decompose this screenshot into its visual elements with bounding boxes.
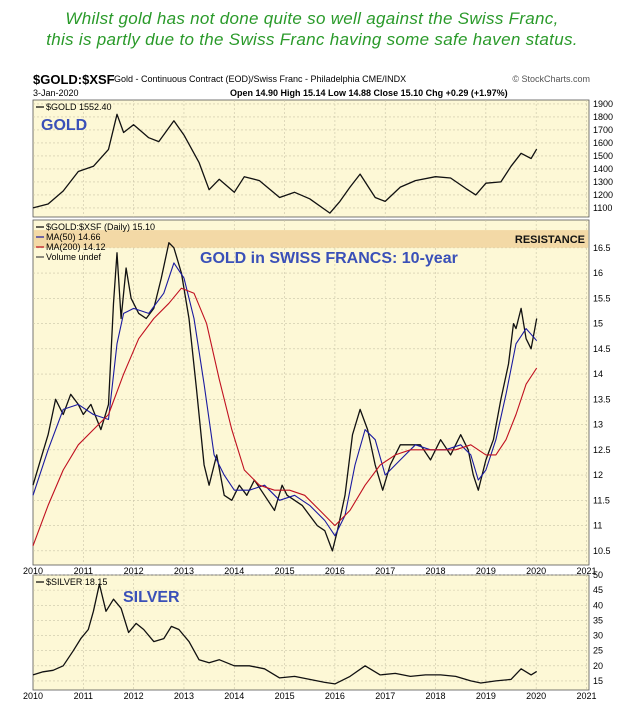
gold-chf-panel-y-tick-label: 12.5 [593,445,611,455]
series-line--gold-xsf [32,242,538,552]
silver-panel-background [32,574,590,691]
silver-panel-x-tick-label: 2016 [325,691,345,701]
gold-chf-panel-y-tick-label: 10.5 [593,546,611,556]
gold-chf-panel-legend-entry: MA(200) 14.12 [46,242,106,252]
gold-chf-panel-legend-entry: $GOLD:$XSF (Daily) 15.10 [46,222,155,232]
silver-panel-y-tick-label: 35 [593,615,603,625]
silver-panel-y-tick-label: 30 [593,631,603,641]
gold-chf-panel-y-tick-label: 13.5 [593,394,611,404]
gold-panel-background [32,99,590,218]
chart-description: Gold - Continuous Contract (EOD)/Swiss F… [114,74,407,84]
gold-chf-panel-x-tick-label: 2016 [325,566,345,576]
stockcharts-credit: © StockCharts.com [512,74,590,84]
gold-chf-panel-x-tick-label: 2018 [426,566,446,576]
gold-panel-y-tick-label: 1400 [593,164,613,174]
headline-line-1: Whilst gold has not done quite so well a… [65,9,559,28]
series-line--gold [32,113,538,214]
gold-chf-panel-y-tick-label: 14.5 [593,344,611,354]
gold-chf-panel-x-tick-label: 2019 [476,566,496,576]
silver-panel-x-tick-label: 2021 [576,691,596,701]
headline-line-2: this is partly due to the Swiss Franc ha… [46,30,578,49]
gold-panel-y-tick-label: 1500 [593,151,613,161]
gold-panel-y-tick-label: 1300 [593,177,613,187]
gold-chf-panel-y-tick-label: 11.5 [593,495,610,505]
gold-chf-panel-y-tick-label: 12 [593,470,603,480]
silver-panel-y-tick-label: 40 [593,600,603,610]
gold-chf-panel-y-tick-label: 16 [593,268,603,278]
gold-panel-legend-entry: $GOLD 1552.40 [46,102,112,112]
series-line-ma-200- [32,287,538,546]
quote-line: Open 14.90 High 15.14 Low 14.88 Close 15… [230,88,508,98]
chart-symbol: $GOLD:$XSF [33,72,115,87]
gold-panel-y-tick-label: 1700 [593,125,613,135]
silver-panel-x-tick-label: 2019 [476,691,496,701]
main-chart-title: GOLD in SWISS FRANCS: 10-year [200,250,458,267]
gold-chf-panel-x-tick-label: 2011 [74,566,93,576]
gold-panel-y-tick-label: 1900 [593,99,613,109]
gold-chf-panel-legend-entry: Volume undef [46,252,102,262]
chart-date: 3-Jan-2020 [33,88,79,98]
silver-panel-y-tick-label: 50 [593,570,603,580]
gold-panel-annotation: GOLD [41,117,87,134]
gold-chf-panel-y-tick-label: 15.5 [593,293,611,303]
silver-panel-x-tick-label: 2018 [426,691,446,701]
gold-chf-panel-x-tick-label: 2013 [174,566,194,576]
resistance-label: RESISTANCE [515,234,585,246]
silver-panel-x-tick-label: 2020 [526,691,546,701]
gold-chf-panel-x-tick-label: 2017 [375,566,395,576]
gold-panel-y-tick-label: 1100 [593,203,612,213]
silver-panel-x-tick-label: 2014 [224,691,244,701]
gold-chf-panel-x-tick-label: 2012 [124,566,144,576]
gold-panel-y-tick-label: 1200 [593,190,613,200]
gold-chf-panel-y-tick-label: 15 [593,319,603,329]
silver-panel-x-tick-label: 2011 [74,691,93,701]
gold-chf-panel-x-tick-label: 2020 [526,566,546,576]
gold-panel-y-tick-label: 1800 [593,112,613,122]
silver-panel-annotation: SILVER [123,589,180,606]
headline: Whilst gold has not done quite so well a… [0,8,624,50]
gold-panel-y-tick-label: 1600 [593,138,613,148]
gold-chf-panel-legend-entry: MA(50) 14.66 [46,232,101,242]
silver-panel-x-tick-label: 2012 [124,691,144,701]
silver-panel-legend-entry: $SILVER 18.15 [46,577,107,587]
series-line-ma-50- [32,262,538,537]
gold-chf-panel-y-tick-label: 16.5 [593,243,611,253]
silver-panel-x-tick-label: 2015 [275,691,295,701]
silver-panel-y-tick-label: 20 [593,661,603,671]
silver-panel-y-tick-label: 45 [593,585,603,595]
gold-chf-panel-y-tick-label: 13 [593,420,603,430]
silver-panel-y-tick-label: 15 [593,676,603,686]
silver-panel-x-tick-label: 2017 [375,691,395,701]
gold-chf-panel-y-tick-label: 14 [593,369,603,379]
gold-chf-panel-x-tick-label: 2010 [23,566,43,576]
series-line--silver [32,583,538,685]
gold-chf-panel-x-tick-label: 2014 [224,566,244,576]
silver-panel-x-tick-label: 2010 [23,691,43,701]
silver-panel-x-tick-label: 2013 [174,691,194,701]
gold-chf-panel-y-tick-label: 11 [593,521,602,531]
gold-chf-panel-x-tick-label: 2021 [576,566,596,576]
gold-chf-panel-x-tick-label: 2015 [275,566,295,576]
silver-panel-y-tick-label: 25 [593,646,603,656]
resistance-band [34,230,588,248]
